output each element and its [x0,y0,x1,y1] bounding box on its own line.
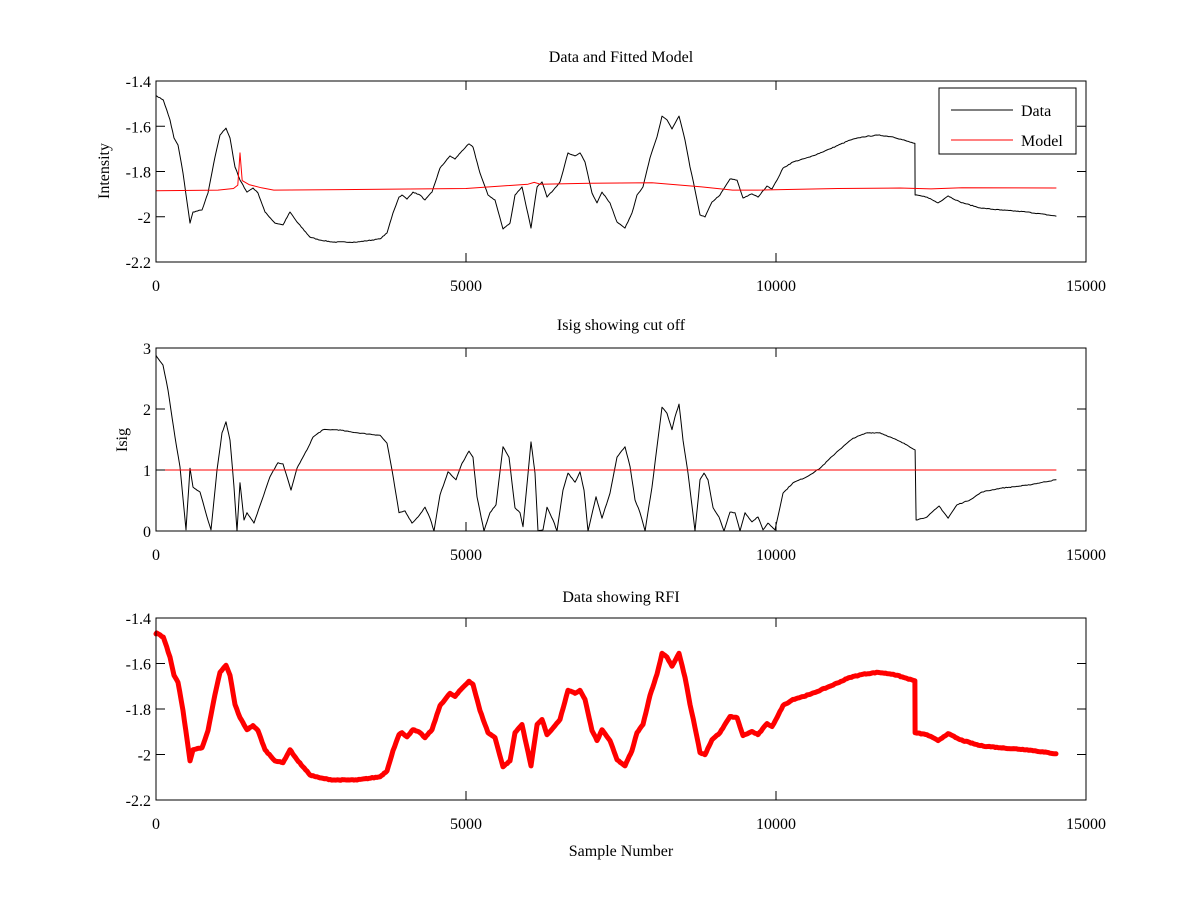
x-tick-label: 15000 [1066,547,1106,564]
y-tick-label: 3 [143,341,151,358]
axis-ticks: 0 5000 10000 15000 0 1 2 3 [143,341,1106,564]
subplot-title: Data and Fitted Model [549,49,694,66]
subplot-rfi: Data showing RFI 0 5000 10000 15000 -2.2 -2 -1… [126,589,1106,860]
series-line-data-rfi-flagged- [153,630,1059,783]
plot-marks [155,354,1057,532]
x-tick-label: 5000 [450,547,482,564]
y-tick-label: 1 [143,463,151,480]
y-tick-label: -1.6 [126,119,151,136]
axis-ticks: 0 5000 10000 15000 -2.2 -2 -1.8 -1.6 -1.4 [126,74,1106,295]
x-tick-label: 15000 [1066,816,1106,833]
x-tick-label: 10000 [756,278,796,295]
x-tick-label: 0 [152,547,160,564]
x-tick-label: 10000 [756,816,796,833]
y-tick-label: -1.8 [126,702,151,719]
x-tick-label: 0 [152,816,160,833]
legend-label-model: Model [1021,133,1063,150]
x-tick-label: 5000 [450,278,482,295]
legend: Data Model [938,87,1077,155]
y-axis-label: Intensity [96,143,113,199]
plot-marks [153,630,1059,783]
x-tick-label: 15000 [1066,278,1106,295]
subplot-isig: Isig showing cut off 0 5000 10000 15000 0 1 2 3… [114,317,1106,564]
legend-box [938,87,1077,155]
series-line-model [155,152,1057,192]
y-tick-label: -2 [138,748,151,765]
subplot-title: Isig showing cut off [557,317,686,334]
subplot-data-and-model: Data and Fitted Model 0 5000 10000 15000 -2.… [96,49,1106,295]
axes-box [155,347,1087,532]
x-axis-label: Sample Number [569,843,674,860]
y-tick-label: -2 [138,210,151,227]
y-tick-label: -1.8 [126,165,151,182]
series-line-data [155,95,1057,243]
x-tick-label: 0 [152,278,160,295]
x-tick-label: 10000 [756,547,796,564]
axis-ticks: 0 5000 10000 15000 -2.2 -2 -1.8 -1.6 -1.4 [126,611,1106,833]
series-line-isig [155,354,1057,532]
subplot-title: Data showing RFI [562,589,679,606]
y-tick-label: 2 [143,402,151,419]
y-tick-label: -1.4 [126,74,151,91]
y-tick-label: -1.6 [126,657,151,674]
x-tick-label: 5000 [450,816,482,833]
legend-label-data: Data [1021,103,1051,120]
y-tick-label: -2.2 [126,255,151,272]
y-tick-label: -1.4 [126,611,151,628]
y-tick-label: -2.2 [126,793,151,810]
y-tick-label: 0 [143,524,151,541]
y-axis-label: Isig [114,428,131,452]
plot-marks [155,95,1057,243]
